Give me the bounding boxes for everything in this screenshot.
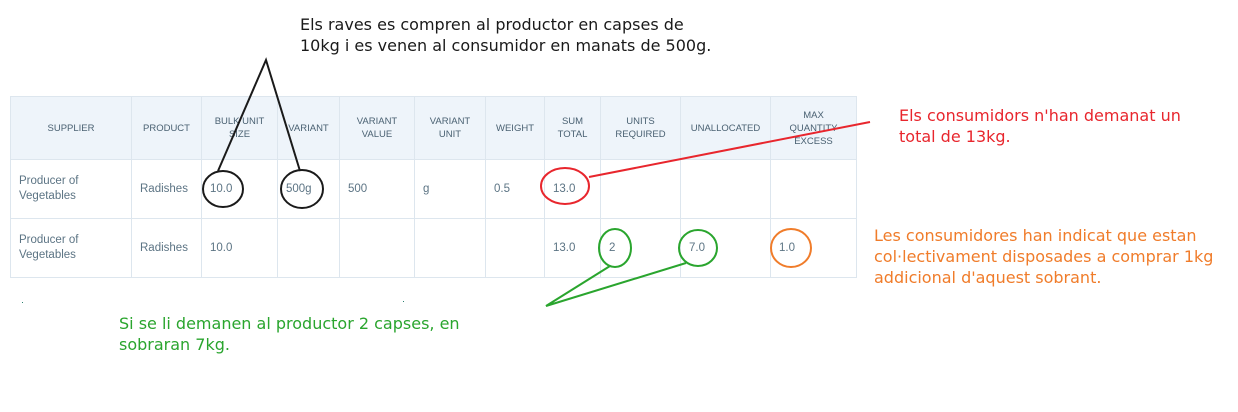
column-header-product: PRODUCT: [131, 96, 202, 160]
column-header-supplier: SUPPLIER: [10, 96, 132, 160]
annotation-note-black: Els raves es compren al productor en cap…: [300, 15, 712, 55]
cell-units-required: [600, 159, 681, 219]
cell-weight: 0.5: [485, 159, 545, 219]
stray-mark: [403, 301, 404, 302]
cell-unallocated: 7.0: [680, 218, 771, 278]
cell-variant-value: 500: [339, 159, 415, 219]
cell-supplier: Producer of Vegetables: [10, 159, 132, 219]
cell-product: Radishes: [131, 159, 202, 219]
table-row: Producer of Vegetables Radishes 10.0 500…: [10, 159, 857, 219]
cell-product: Radishes: [131, 218, 202, 278]
order-cycle-report-table: SUPPLIER PRODUCT BULK UNIT SIZE VARIANT …: [10, 96, 857, 278]
cell-variant-value: [339, 218, 415, 278]
annotation-note-red: Els consumidors n'han demanat un total d…: [899, 106, 1181, 146]
cell-supplier: Producer of Vegetables: [10, 218, 132, 278]
cell-variant: [277, 218, 340, 278]
cell-variant-unit: g: [414, 159, 486, 219]
cell-units-required: 2: [600, 218, 681, 278]
cell-max-quantity-excess: 1.0: [770, 218, 857, 278]
cell-variant: 500g: [277, 159, 340, 219]
cell-sum-total: 13.0: [544, 159, 601, 219]
cell-bulk-unit-size: 10.0: [201, 218, 278, 278]
column-header-variant-unit: VARIANT UNIT: [414, 96, 486, 160]
cell-max-quantity-excess: [770, 159, 857, 219]
column-header-variant: VARIANT: [277, 96, 340, 160]
column-header-max-quantity-excess: MAX QUANTITY EXCESS: [770, 96, 857, 160]
annotation-note-orange: Les consumidores han indicat que estan c…: [874, 226, 1214, 287]
cell-sum-total: 13.0: [544, 218, 601, 278]
cell-variant-unit: [414, 218, 486, 278]
cell-weight: [485, 218, 545, 278]
column-header-variant-value: VARIANT VALUE: [339, 96, 415, 160]
table-header-row: SUPPLIER PRODUCT BULK UNIT SIZE VARIANT …: [10, 96, 857, 160]
column-header-bulk-unit-size: BULK UNIT SIZE: [201, 96, 278, 160]
column-header-units-required: UNITS REQUIRED: [600, 96, 681, 160]
annotation-note-green: Si se li demanen al productor 2 capses, …: [119, 314, 460, 354]
column-header-unallocated: UNALLOCATED: [680, 96, 771, 160]
cell-unallocated: [680, 159, 771, 219]
cell-bulk-unit-size: 10.0: [201, 159, 278, 219]
column-header-sum-total: SUM TOTAL: [544, 96, 601, 160]
column-header-weight: WEIGHT: [485, 96, 545, 160]
stray-mark: [22, 302, 23, 303]
table-row: Producer of Vegetables Radishes 10.0 13.…: [10, 218, 857, 278]
